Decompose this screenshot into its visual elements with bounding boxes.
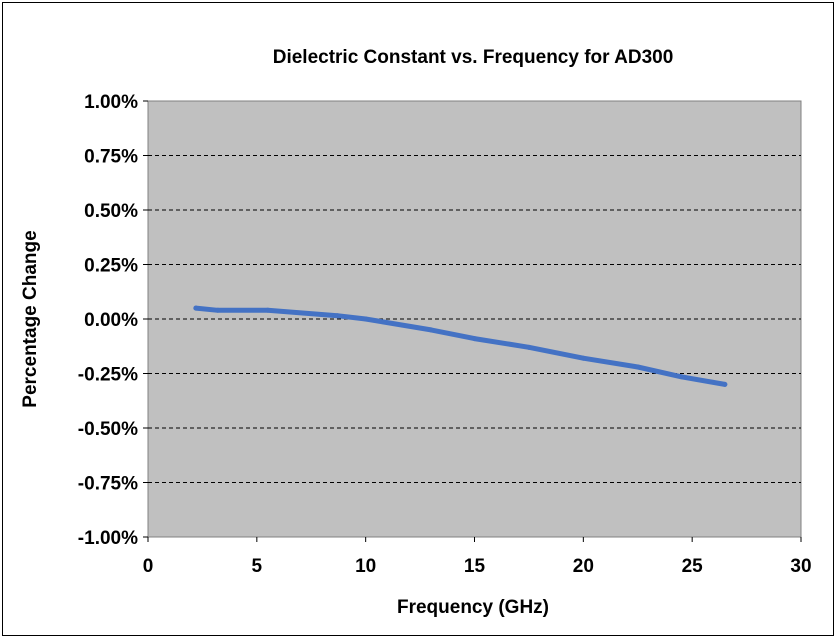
data-point (215, 307, 221, 313)
data-point (363, 316, 369, 322)
data-point (526, 344, 532, 350)
data-point (428, 327, 434, 333)
y-tick-label: 0.00% (84, 310, 138, 331)
data-point (635, 364, 641, 370)
x-tick-label: 15 (464, 556, 486, 577)
y-tick-label: -0.75% (78, 474, 138, 495)
y-tick-label: -0.50% (78, 419, 138, 440)
x-tick-label: 5 (252, 556, 263, 577)
x-tick-label: 30 (790, 556, 811, 577)
y-tick-label: -1.00% (78, 528, 138, 549)
data-point (265, 307, 271, 313)
data-point (678, 374, 684, 380)
data-point (580, 355, 586, 361)
gridlines (143, 100, 801, 538)
x-tick-label: 10 (355, 556, 376, 577)
y-tick-label: 1.00% (84, 92, 138, 113)
series-points (193, 305, 728, 387)
chart-title: Dielectric Constant vs. Frequency for AD… (273, 47, 674, 68)
y-tick-label: 0.25% (84, 256, 138, 277)
y-axis-tick-labels: 1.00% 0.75% 0.50% 0.25% 0.00% -0.25% -0.50% -0.… (78, 92, 138, 549)
data-point (472, 336, 477, 342)
x-axis-label: Frequency (GHz) (397, 597, 549, 618)
y-tick-label: -0.25% (78, 365, 138, 386)
x-tick-label: 20 (573, 556, 594, 577)
x-tick-label: 25 (682, 556, 704, 577)
y-tick-label: 0.50% (84, 201, 138, 222)
series-line (193, 305, 728, 387)
y-axis-label: Percentage Change (20, 230, 41, 407)
data-point (722, 381, 728, 387)
data-point (193, 305, 199, 311)
data-point (334, 313, 340, 319)
x-axis-tick-labels: 0 5 10 15 20 25 30 (143, 537, 812, 577)
y-tick-label: 0.75% (84, 147, 138, 168)
x-tick-label: 0 (143, 556, 154, 577)
